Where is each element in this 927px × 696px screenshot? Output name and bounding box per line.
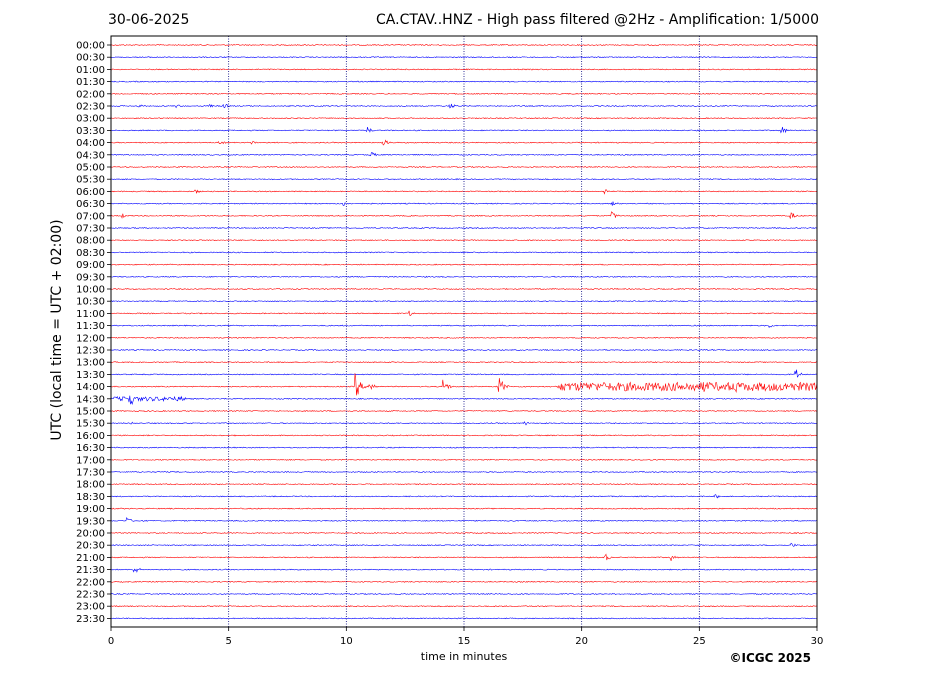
x-tick-label: 15 [458, 636, 471, 647]
y-tick-label: 05:00 [76, 163, 105, 174]
y-tick-label: 10:30 [76, 297, 105, 308]
y-tick-label: 05:30 [76, 175, 105, 186]
trace-row-0900 [110, 263, 818, 266]
y-tick-label: 09:00 [76, 260, 105, 271]
y-tick-label: 03:30 [76, 126, 105, 137]
trace-row-0700 [110, 211, 818, 219]
y-tick-label: 16:00 [76, 431, 105, 442]
x-tick-label: 20 [575, 636, 588, 647]
trace-row-1130 [110, 324, 817, 328]
y-tick-label: 00:00 [76, 41, 105, 52]
trace-row-1930 [110, 516, 818, 522]
y-tick-label: 07:30 [76, 224, 105, 235]
grid-layer [228, 36, 700, 627]
trace-row-0730 [111, 227, 818, 229]
y-tick-label: 18:00 [76, 480, 105, 491]
y-tick-label: 03:00 [76, 114, 105, 125]
y-tick-label: 12:00 [76, 333, 105, 344]
y-tick-label: 22:00 [76, 577, 105, 588]
y-tick-label: 04:30 [76, 150, 105, 161]
trace-row-2000 [110, 532, 818, 534]
y-tick-label: 22:30 [76, 590, 105, 601]
y-tick-label: 20:00 [76, 529, 105, 540]
trace-row-1530 [110, 421, 818, 426]
y-tick-label: 01:30 [76, 77, 105, 88]
x-tick-label: 10 [340, 636, 353, 647]
credit-label: ©ICGC 2025 [729, 651, 811, 665]
y-tick-label: 02:30 [76, 102, 105, 113]
x-axis-label: time in minutes [420, 650, 508, 663]
x-tick-label: 0 [108, 636, 114, 647]
y-axis-label: UTC (local time = UTC + 02:00) [49, 219, 65, 441]
trace-row-2030 [111, 542, 818, 547]
trace-row-0800 [110, 239, 818, 242]
y-tick-label: 21:00 [76, 553, 105, 564]
y-tick-label: 19:30 [76, 516, 105, 527]
y-tick-label: 01:00 [76, 65, 105, 76]
y-tick-label: 08:30 [76, 248, 105, 259]
y-tick-label: 10:00 [76, 285, 105, 296]
y-tick-label: 16:30 [76, 443, 105, 454]
y-tick-label: 06:30 [76, 199, 105, 210]
y-tick-label: 08:00 [76, 236, 105, 247]
y-tick-label: 12:30 [76, 346, 105, 357]
trace-row-0300 [110, 117, 818, 120]
y-tick-label: 21:30 [76, 565, 105, 576]
y-tick-label: 17:00 [76, 455, 105, 466]
trace-row-1230 [110, 349, 818, 351]
y-tick-label: 09:30 [76, 272, 105, 283]
trace-row-0830 [110, 251, 818, 254]
y-tick-label: 17:30 [76, 468, 105, 479]
y-tick-label: 14:00 [76, 382, 105, 393]
y-tick-label: 20:30 [76, 541, 105, 552]
y-tick-label: 00:30 [76, 53, 105, 64]
y-tick-label: 13:00 [76, 358, 105, 369]
x-tick-label: 5 [225, 636, 231, 647]
y-tick-label: 04:00 [76, 138, 105, 149]
y-tick-label: 11:00 [76, 309, 105, 320]
trace-row-0000 [110, 44, 818, 46]
trace-row-2100 [110, 553, 818, 561]
trace-row-1630 [110, 446, 818, 449]
trace-row-1330 [110, 369, 818, 378]
y-tick-label: 15:00 [76, 407, 105, 418]
trace-row-0400 [110, 139, 818, 146]
trace-row-0330 [111, 126, 818, 134]
chart-title: CA.CTAV..HNZ - High pass filtered @2Hz -… [376, 12, 819, 28]
y-tick-label: 07:00 [76, 211, 105, 222]
y-tick-label: 02:00 [76, 89, 105, 100]
trace-row-1200 [110, 336, 818, 339]
y-tick-label: 06:00 [76, 187, 105, 198]
y-tick-label: 19:00 [76, 504, 105, 515]
y-tick-label: 11:30 [76, 321, 105, 332]
y-tick-label: 23:00 [76, 602, 105, 613]
x-tick-label: 30 [811, 636, 824, 647]
date-label: 30-06-2025 [108, 12, 190, 28]
trace-row-0030 [110, 56, 818, 59]
y-tick-label: 14:30 [76, 394, 105, 405]
y-tick-label: 13:30 [76, 370, 105, 381]
y-tick-label: 18:30 [76, 492, 105, 503]
trace-row-1300 [110, 361, 818, 364]
y-tick-label: 23:30 [76, 614, 105, 625]
y-tick-label: 15:30 [76, 419, 105, 430]
trace-row-1600 [110, 434, 817, 437]
x-tick-label: 25 [693, 636, 706, 647]
